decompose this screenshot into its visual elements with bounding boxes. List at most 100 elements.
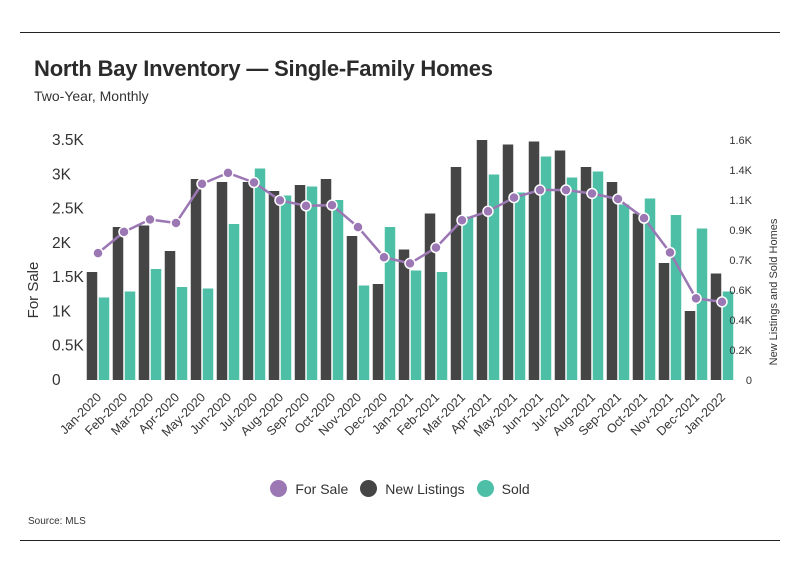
y-tick-label-right: 0.6K [729, 285, 752, 297]
bar-new-listings [398, 249, 410, 380]
point-for-sale [196, 178, 208, 190]
bar-sold [592, 171, 604, 380]
bottom-rule [20, 540, 780, 541]
legend-item-for-sale: For Sale [270, 480, 348, 497]
y-tick-label-right: 0 [746, 375, 752, 387]
point-for-sale [430, 241, 442, 254]
bar-new-listings [450, 167, 462, 380]
bar-sold [566, 177, 578, 380]
bar-new-listings [710, 273, 722, 380]
bar-sold [618, 204, 630, 380]
y-tick-label-left: 3.5K [52, 132, 85, 149]
y-tick-label-left: 1K [52, 303, 72, 320]
point-for-sale [716, 296, 728, 308]
point-for-sale [690, 292, 702, 305]
y-axis-title-left: For Sale [25, 262, 42, 319]
point-for-sale [352, 221, 364, 233]
y-tick-label-right: 1.4K [729, 165, 752, 177]
bar-sold [124, 291, 136, 380]
point-for-sale [118, 226, 130, 238]
y-axis-right: 0 0.2K 0.4K 0.6K 0.7K 0.9K 1.1K 1.4K 1.6K [729, 135, 752, 387]
y-tick-label-left: 2K [52, 235, 72, 252]
line-layer [92, 167, 728, 308]
legend-item-sold: Sold [476, 480, 530, 497]
point-for-sale [248, 176, 260, 189]
bar-sold [410, 270, 422, 380]
bar-new-listings [684, 311, 696, 380]
y-tick-label-left: 2.5K [52, 201, 85, 218]
point-for-sale [144, 213, 156, 226]
point-for-sale [300, 200, 312, 212]
source-note: Source: MLS [28, 516, 86, 527]
bar-sold [514, 192, 526, 380]
bar-sold [98, 297, 110, 380]
y-tick-label-right: 0.9K [729, 225, 752, 237]
y-tick-label-right: 1.1K [729, 195, 752, 207]
bar-new-listings [502, 144, 514, 380]
chart-title: North Bay Inventory — Single-Family Home… [34, 56, 493, 81]
legend: For Sale New Listings Sold [0, 480, 800, 497]
bar-new-listings [606, 182, 618, 380]
point-for-sale [612, 193, 624, 205]
legend-swatch-new-listings [360, 480, 378, 497]
point-for-sale [92, 247, 104, 259]
point-for-sale [482, 205, 494, 218]
point-for-sale [456, 214, 468, 226]
bar-sold [384, 227, 396, 380]
bar-new-listings [242, 182, 254, 380]
legend-label-new-listings: New Listings [385, 480, 465, 497]
bar-sold [306, 186, 318, 380]
point-for-sale [534, 184, 546, 196]
legend-label-sold: Sold [501, 480, 530, 497]
legend-item-new-listings: New Listings [360, 480, 465, 497]
y-axis-title-right: New Listings and Sold Homes [768, 218, 780, 365]
bar-sold [332, 200, 344, 380]
bar-sold [280, 195, 292, 380]
y-tick-label-left: 3K [52, 166, 72, 183]
legend-label-for-sale: For Sale [295, 480, 349, 497]
bar-new-listings [190, 179, 202, 380]
y-tick-label-left: 0.5K [52, 338, 85, 355]
bar-sold [202, 288, 214, 380]
bar-sold [358, 285, 370, 380]
bar-new-listings [216, 182, 228, 380]
bar-new-listings [658, 263, 670, 380]
point-for-sale [664, 246, 676, 259]
bar-sold [670, 215, 682, 380]
point-for-sale [586, 187, 598, 200]
bar-new-listings [580, 167, 592, 380]
x-axis: Jan-2020Feb-2020Mar-2020Apr-2020May-2020… [57, 390, 728, 439]
point-for-sale [508, 191, 520, 204]
bar-sold [254, 168, 266, 380]
bar-sold [644, 198, 656, 380]
bar-new-listings [112, 227, 124, 380]
bar-new-listings [554, 150, 566, 380]
bars-layer [86, 140, 734, 380]
legend-swatch-for-sale [270, 480, 288, 497]
point-for-sale [170, 217, 182, 229]
bar-sold [176, 287, 188, 380]
y-tick-label-right: 0.7K [729, 255, 752, 267]
bar-new-listings [476, 140, 488, 380]
point-for-sale [326, 199, 338, 211]
bar-sold [228, 224, 240, 380]
bar-new-listings [86, 272, 98, 380]
bar-new-listings [294, 185, 306, 380]
bar-sold [436, 272, 448, 380]
bar-new-listings [138, 225, 150, 380]
chart-subtitle: Two-Year, Monthly [34, 88, 149, 104]
bar-sold [488, 174, 500, 380]
point-for-sale [404, 257, 416, 270]
bar-new-listings [164, 251, 176, 380]
bar-new-listings [372, 284, 384, 380]
bar-new-listings [346, 236, 358, 380]
y-tick-label-left: 1.5K [52, 269, 85, 286]
top-rule [20, 32, 780, 33]
bar-new-listings [268, 191, 280, 380]
point-for-sale [274, 194, 286, 207]
y-tick-label-right: 1.6K [729, 135, 752, 147]
bar-new-listings [424, 213, 436, 380]
point-for-sale [560, 184, 572, 196]
y-axis-left: 0 0.5K 1K 1.5K 2K 2.5K 3K 3.5K [52, 132, 85, 389]
